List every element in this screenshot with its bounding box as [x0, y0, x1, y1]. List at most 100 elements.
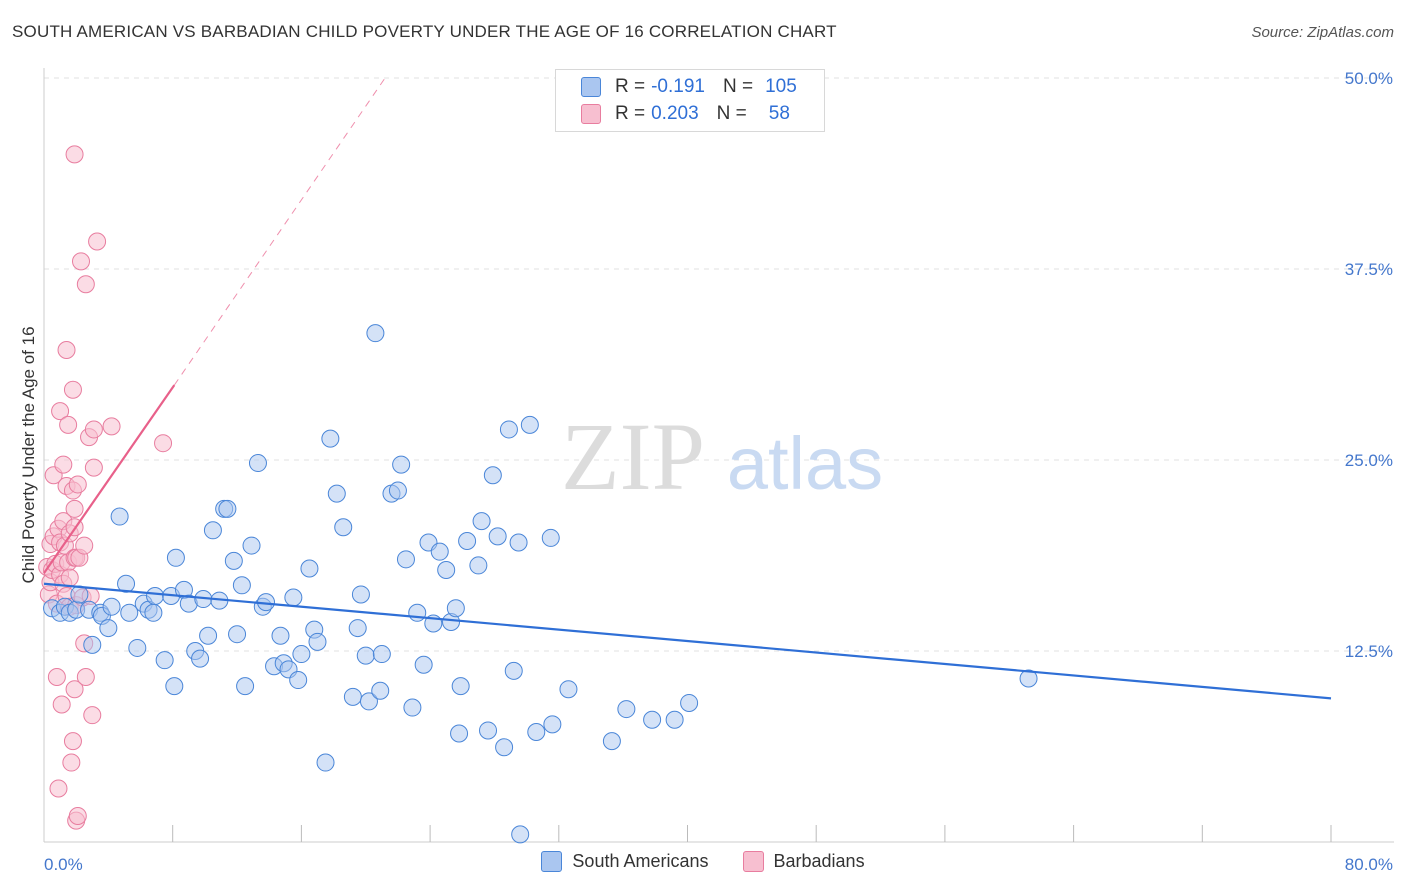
south-american-point [348, 619, 367, 638]
barbadian-point [54, 455, 73, 474]
barbadian-point [63, 380, 82, 399]
south-american-point [155, 651, 174, 670]
south-american-point [218, 499, 237, 518]
tick-labels: 12.5% 25.0% 37.5% 50.0% 0.0% 80.0% [44, 69, 1393, 874]
barbadian-point [65, 499, 84, 518]
watermark-zip: ZIP [561, 403, 705, 510]
south-american-point [284, 588, 303, 607]
legend-r-label: R = [615, 76, 646, 97]
south-american-point [166, 548, 185, 567]
barbadian-point [75, 536, 94, 555]
x-tick-label: 80.0% [1345, 855, 1393, 874]
south-american-point [327, 484, 346, 503]
legend-swatch-south-americans [541, 851, 563, 872]
south-american-point [300, 559, 319, 578]
barbadian-point [63, 732, 82, 751]
south-american-point [271, 626, 290, 645]
south-americans-points [43, 324, 1038, 844]
south-american-point [1019, 669, 1038, 688]
legend-swatch-blue [581, 77, 601, 97]
south-american-point [236, 677, 255, 696]
south-american-point [356, 646, 375, 665]
south-american-point [543, 715, 562, 734]
barbadian-point [51, 402, 70, 421]
south-american-point [396, 550, 415, 569]
legend-item-south-americans[interactable]: South Americans [541, 851, 709, 872]
legend-swatch-pink [581, 104, 601, 124]
south-american-point [488, 527, 507, 546]
watermark-atlas: atlas [727, 422, 883, 505]
barbadian-point [88, 232, 107, 251]
south-american-point [469, 556, 488, 575]
south-american-point [228, 625, 247, 644]
south-american-point [372, 645, 391, 664]
barbadian-point [47, 667, 66, 686]
south-american-point [292, 645, 311, 664]
south-american-point [450, 724, 469, 743]
trend-lines [43, 77, 1332, 700]
barbadian-point [57, 340, 76, 359]
axes [43, 68, 1394, 843]
barbadian-point [59, 415, 78, 434]
south-american-point [392, 455, 411, 474]
south-american-point [430, 542, 449, 561]
south-american-point [602, 732, 621, 751]
y-tick-label: 50.0% [1345, 69, 1393, 88]
barbadian-point [68, 807, 87, 826]
legend-label-barbadians: Barbadians [773, 851, 865, 871]
south-american-point [83, 635, 102, 654]
barbadian-point [49, 779, 68, 798]
south-american-point [408, 603, 427, 622]
south-american-point [665, 710, 684, 729]
stats-legend: R = -0.191 N = 105 R = 0.203 N = 58 [555, 69, 825, 132]
barbadian-point [72, 252, 91, 271]
legend-n-value: 105 [765, 76, 797, 97]
barbadian-point [60, 568, 79, 587]
south-american-point [458, 531, 477, 550]
legend-label-south-americans: South Americans [572, 851, 709, 871]
x-tick-label: 0.0% [44, 855, 83, 874]
south-american-point [499, 420, 518, 439]
barbadian-point [102, 417, 121, 436]
legend-swatch-barbadians [742, 851, 764, 872]
south-american-point [321, 429, 340, 448]
south-american-point [120, 603, 139, 622]
chart-title: SOUTH AMERICAN VS BARBADIAN CHILD POVERT… [12, 22, 837, 41]
south-american-point [451, 677, 470, 696]
south-american-point [224, 551, 243, 570]
barbadian-point [65, 145, 84, 164]
legend-item-barbadians[interactable]: Barbadians [742, 851, 865, 872]
south-american-point [203, 521, 222, 540]
south-american-point [99, 619, 118, 638]
south-american-point [110, 507, 129, 526]
south-american-point [242, 536, 261, 555]
y-tick-label: 12.5% [1345, 642, 1393, 661]
legend-n-label: N = [722, 76, 754, 97]
barbadian-point [68, 475, 87, 494]
barbadian-point [65, 680, 84, 699]
legend-r-label: R = [615, 103, 646, 124]
south-american-point [102, 597, 121, 616]
south-american-point [334, 518, 353, 537]
south-american-point [446, 599, 465, 618]
series-legend: South Americans Barbadians [0, 851, 1406, 872]
south-american-point [479, 721, 498, 740]
south-americans-trend-line [43, 582, 1332, 700]
south-american-point [509, 533, 528, 552]
south-american-point [541, 528, 560, 547]
south-american-point [483, 466, 502, 485]
south-american-point [437, 561, 456, 580]
south-american-point [199, 626, 218, 645]
barbadians-trend-extension [173, 77, 386, 386]
south-american-point [308, 632, 327, 651]
south-american-point [559, 680, 578, 699]
south-american-point [316, 753, 335, 772]
south-american-point [289, 671, 308, 690]
south-american-point [527, 722, 546, 741]
legend-n-label: N = [716, 103, 747, 124]
barbadian-point [52, 695, 71, 714]
barbadian-point [84, 458, 103, 477]
south-american-point [144, 603, 163, 622]
south-american-point [366, 324, 385, 343]
barbadian-point [76, 275, 95, 294]
